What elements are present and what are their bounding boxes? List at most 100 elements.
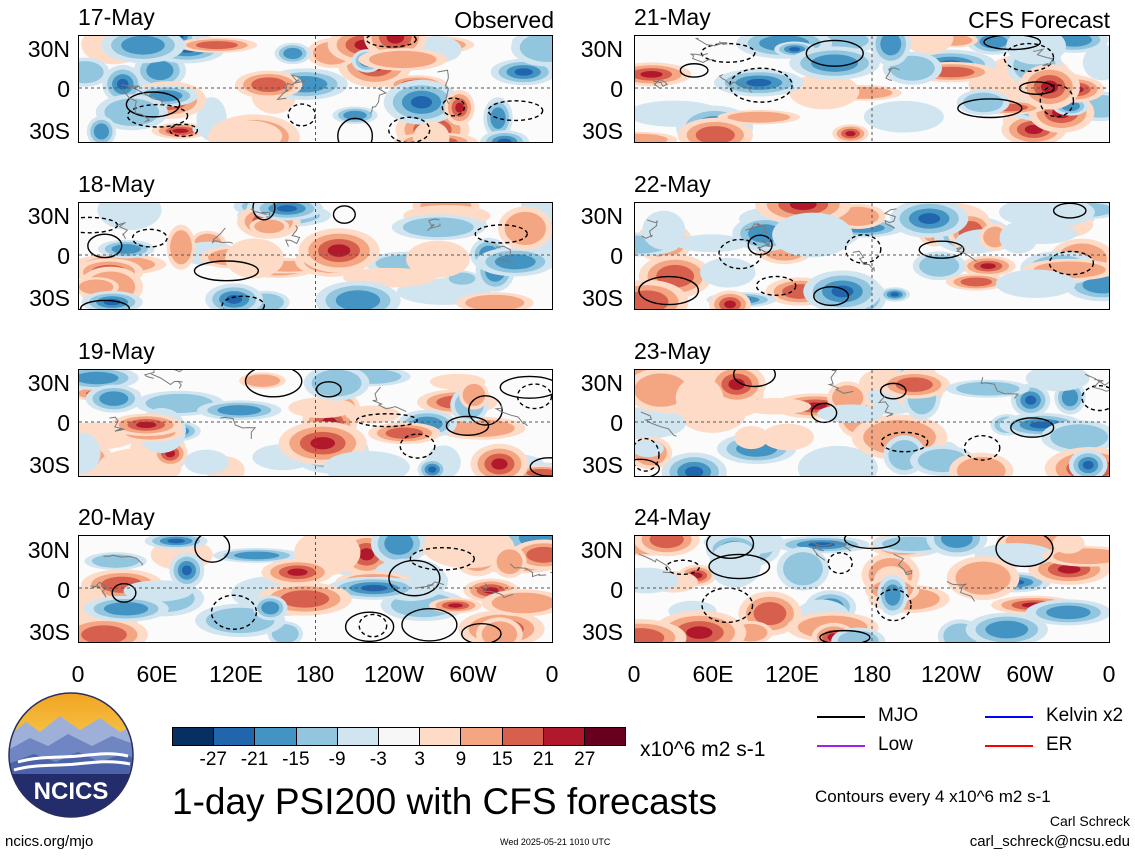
lat-label-eq: 0 bbox=[610, 243, 623, 269]
positive-anomaly bbox=[753, 602, 787, 626]
mjo-contour bbox=[441, 97, 466, 117]
website-link[interactable]: ncics.org/mjo bbox=[5, 833, 94, 850]
negative-anomaly bbox=[675, 234, 748, 253]
positive-anomaly bbox=[739, 398, 812, 415]
positive-anomaly bbox=[504, 211, 546, 245]
positive-anomaly bbox=[635, 133, 668, 142]
psi200-field bbox=[79, 203, 552, 309]
psi200-field bbox=[79, 370, 552, 476]
negative-anomaly bbox=[919, 254, 960, 277]
positive-anomaly bbox=[254, 219, 285, 234]
positive-anomaly bbox=[195, 41, 238, 50]
mjo-contour bbox=[474, 224, 528, 244]
positive-anomaly bbox=[462, 383, 486, 407]
negative-anomaly bbox=[79, 371, 119, 385]
negative-anomaly bbox=[79, 61, 104, 84]
mjo-contour bbox=[918, 240, 965, 259]
mjo-contour bbox=[1048, 250, 1095, 276]
colorbar-swatch bbox=[213, 728, 255, 745]
coastline bbox=[641, 208, 977, 272]
negative-anomaly bbox=[700, 257, 756, 288]
positive-anomaly bbox=[727, 111, 791, 123]
negative-anomaly bbox=[402, 217, 474, 238]
lon-label-0: 0 bbox=[627, 661, 641, 687]
positive-anomaly bbox=[956, 457, 1006, 476]
observed-label: Observed bbox=[454, 7, 554, 33]
mjo-contour bbox=[732, 370, 776, 388]
lat-label-30n: 30N bbox=[27, 36, 70, 62]
colorbar-swatch bbox=[254, 728, 296, 745]
mjo-contour bbox=[957, 98, 1023, 119]
negative-anomaly bbox=[1025, 370, 1090, 392]
negative-anomaly bbox=[91, 554, 140, 568]
mjo-contour bbox=[813, 286, 850, 307]
negative-anomaly bbox=[335, 290, 381, 309]
coastline bbox=[653, 37, 1054, 93]
negative-anomaly bbox=[746, 78, 772, 87]
positive-anomaly bbox=[695, 126, 735, 142]
negative-anomaly bbox=[384, 536, 414, 555]
negative-anomaly bbox=[772, 212, 853, 258]
map-panel-observed-20-may bbox=[78, 535, 553, 643]
author-name: Carl Schreck bbox=[1049, 813, 1130, 829]
mjo-contour bbox=[468, 395, 503, 426]
positive-anomaly bbox=[358, 548, 375, 561]
colorbar-swatch bbox=[295, 728, 337, 745]
colorbar-swatch bbox=[583, 728, 626, 745]
mjo-contour bbox=[111, 582, 137, 603]
map-panel-observed-17-may bbox=[78, 35, 553, 143]
negative-anomaly bbox=[97, 203, 162, 231]
coastline bbox=[638, 540, 1109, 602]
colorbar-tick-label: -21 bbox=[240, 749, 269, 770]
lon-label-60e: 60E bbox=[136, 661, 178, 687]
mjo-contour bbox=[995, 536, 1054, 568]
mjo-contour bbox=[356, 413, 418, 428]
mjo-contour bbox=[332, 205, 356, 224]
legend-label-er: ER bbox=[1046, 734, 1073, 755]
positive-anomaly bbox=[310, 437, 336, 450]
lat-label-eq: 0 bbox=[610, 76, 623, 102]
positive-anomaly bbox=[447, 419, 515, 437]
lat-label-30n: 30N bbox=[580, 537, 623, 563]
positive-anomaly bbox=[172, 128, 189, 134]
positive-anomaly bbox=[455, 102, 464, 113]
colorbar bbox=[172, 727, 626, 746]
mjo-contour bbox=[635, 437, 660, 472]
mjo-contour bbox=[388, 559, 441, 597]
panel-date-21-may: 21-May bbox=[634, 4, 711, 30]
negative-anomaly bbox=[146, 60, 174, 81]
positive-anomaly bbox=[406, 240, 470, 278]
panel-date-18-may: 18-May bbox=[78, 171, 155, 197]
mjo-contour bbox=[706, 536, 755, 559]
negative-anomaly bbox=[880, 36, 902, 56]
colorbar-tick-label: -27 bbox=[199, 749, 227, 770]
author-email[interactable]: carl_schreck@ncsu.edu bbox=[969, 833, 1130, 850]
positive-anomaly bbox=[287, 568, 308, 576]
colorbar-swatch bbox=[460, 728, 502, 745]
negative-anomaly bbox=[685, 466, 704, 476]
positive-anomaly bbox=[1052, 536, 1085, 554]
negative-anomaly bbox=[428, 466, 437, 473]
negative-anomaly bbox=[121, 36, 165, 55]
negative-anomaly bbox=[642, 210, 686, 250]
positive-anomaly bbox=[960, 277, 993, 287]
mjo-contour bbox=[708, 553, 771, 580]
negative-anomaly bbox=[497, 138, 512, 142]
lat-label-30s: 30S bbox=[29, 118, 70, 144]
lat-label-eq: 0 bbox=[57, 410, 70, 436]
coastline bbox=[640, 370, 1109, 437]
negative-anomaly bbox=[117, 78, 129, 90]
legend-label-low: Low bbox=[878, 734, 913, 755]
lat-label-30s: 30S bbox=[582, 118, 623, 144]
positive-anomaly bbox=[211, 120, 283, 142]
mjo-contour bbox=[337, 117, 374, 142]
negative-anomaly bbox=[863, 100, 944, 133]
positive-anomaly bbox=[280, 590, 330, 608]
negative-anomaly bbox=[494, 254, 536, 270]
positive-anomaly bbox=[635, 628, 665, 642]
mjo-contour bbox=[819, 629, 871, 642]
colorbar-swatch bbox=[501, 728, 543, 745]
positive-anomaly bbox=[955, 561, 1011, 595]
positive-anomaly bbox=[526, 546, 552, 563]
coastline bbox=[89, 554, 552, 599]
